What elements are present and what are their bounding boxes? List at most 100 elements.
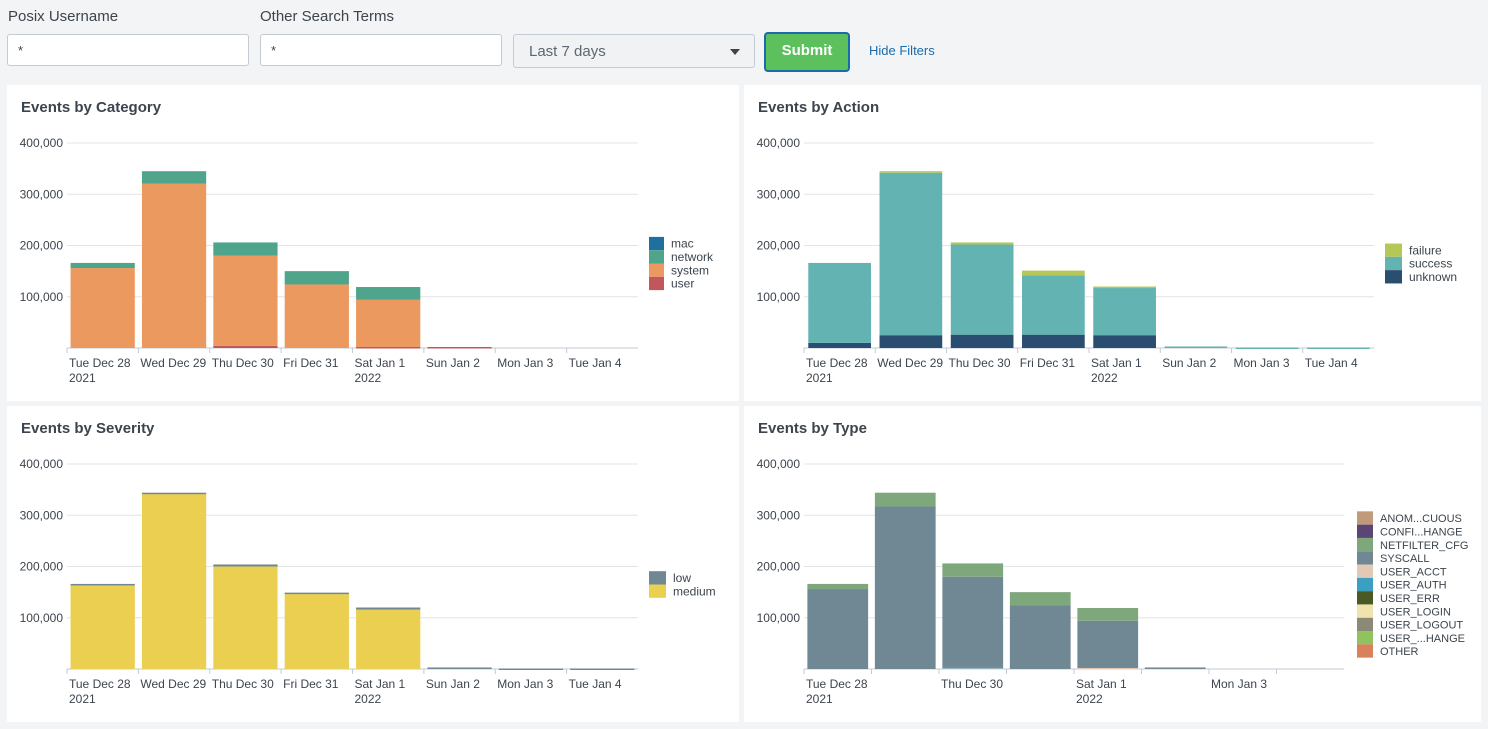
bar-segment-system[interactable] bbox=[141, 183, 207, 348]
bar-segment-failure[interactable] bbox=[1093, 286, 1156, 289]
bar-segment-medium[interactable] bbox=[356, 609, 421, 669]
bar-segment-syscall[interactable] bbox=[1077, 620, 1139, 668]
bar-segment-system[interactable] bbox=[356, 299, 421, 347]
bar-segment-syscall[interactable] bbox=[1009, 605, 1071, 669]
legend-label[interactable]: SYSCALL bbox=[1380, 553, 1430, 565]
submit-button[interactable]: Submit bbox=[764, 32, 850, 72]
bar-segment-unknown[interactable] bbox=[1022, 334, 1085, 348]
legend-label[interactable]: low bbox=[673, 571, 691, 585]
legend-swatch[interactable] bbox=[1357, 537, 1373, 552]
bar-segment-failure[interactable] bbox=[1022, 270, 1085, 276]
bar-segment-syscall[interactable] bbox=[1144, 667, 1206, 669]
legend-label[interactable]: USER_...HANGE bbox=[1380, 633, 1465, 645]
bar-segment-network[interactable] bbox=[141, 171, 207, 184]
bar-segment-success[interactable] bbox=[950, 244, 1014, 335]
bar-segment-success[interactable] bbox=[1235, 347, 1299, 349]
bar-segment-success[interactable] bbox=[1307, 347, 1370, 349]
bar-segment-system[interactable] bbox=[213, 255, 278, 346]
hide-filters-link[interactable]: Hide Filters bbox=[869, 43, 935, 58]
bar-segment-user[interactable] bbox=[213, 345, 278, 348]
bar-segment-low[interactable] bbox=[141, 492, 207, 495]
legend-swatch[interactable] bbox=[1357, 524, 1373, 538]
bar-segment-netfilter-cfg[interactable] bbox=[807, 583, 869, 590]
bar-segment-network[interactable] bbox=[356, 287, 421, 300]
bar-segment-system[interactable] bbox=[70, 268, 135, 348]
bar-segment-low[interactable] bbox=[356, 607, 421, 610]
legend-swatch[interactable] bbox=[649, 276, 664, 291]
bar-segment-failure[interactable] bbox=[950, 242, 1014, 245]
legend-label[interactable]: failure bbox=[1409, 243, 1442, 257]
legend-label[interactable]: system bbox=[671, 263, 709, 277]
bar-segment-success[interactable] bbox=[1164, 346, 1228, 348]
bar-segment-low[interactable] bbox=[213, 564, 278, 567]
bar-segment-netfilter-cfg[interactable] bbox=[874, 492, 936, 507]
bar-segment-user-acct[interactable] bbox=[942, 667, 1004, 670]
legend-swatch[interactable] bbox=[1357, 591, 1373, 605]
legend-swatch[interactable] bbox=[1357, 631, 1373, 645]
bar-segment-user[interactable] bbox=[427, 346, 492, 349]
legend-swatch[interactable] bbox=[1357, 604, 1373, 618]
bar-segment-low[interactable] bbox=[284, 592, 349, 595]
legend-label[interactable]: CONFI...HANGE bbox=[1380, 526, 1463, 538]
bar-segment-network[interactable] bbox=[70, 262, 135, 269]
bar-segment-system[interactable] bbox=[284, 284, 349, 348]
bar-segment-success[interactable] bbox=[1022, 275, 1085, 335]
legend-swatch[interactable] bbox=[649, 584, 666, 598]
legend-label[interactable]: medium bbox=[673, 584, 716, 598]
bar-segment-network[interactable] bbox=[213, 242, 278, 256]
bar-segment-syscall[interactable] bbox=[942, 576, 1004, 667]
legend-label[interactable]: ANOM...CUOUS bbox=[1380, 513, 1462, 525]
bar-segment-medium[interactable] bbox=[70, 584, 135, 669]
legend-swatch[interactable] bbox=[1357, 577, 1373, 592]
bar-segment-user-acct[interactable] bbox=[1077, 667, 1139, 670]
bar-segment-low[interactable] bbox=[570, 668, 635, 670]
bar-segment-success[interactable] bbox=[808, 262, 871, 343]
legend-swatch[interactable] bbox=[1385, 270, 1402, 284]
legend-swatch[interactable] bbox=[649, 263, 664, 277]
legend-swatch[interactable] bbox=[1357, 511, 1373, 525]
legend-swatch[interactable] bbox=[649, 250, 664, 264]
bar-segment-unknown[interactable] bbox=[950, 334, 1014, 348]
legend-label[interactable]: success bbox=[1409, 257, 1452, 271]
legend-label[interactable]: USER_LOGOUT bbox=[1380, 620, 1463, 632]
legend-label[interactable]: USER_LOGIN bbox=[1380, 606, 1451, 618]
legend-swatch[interactable] bbox=[1385, 243, 1402, 257]
bar-segment-low[interactable] bbox=[427, 667, 492, 669]
bar-segment-unknown[interactable] bbox=[808, 342, 871, 348]
legend-swatch[interactable] bbox=[649, 236, 664, 251]
bar-segment-medium[interactable] bbox=[141, 493, 207, 669]
time-range-picker[interactable]: Last 7 days bbox=[513, 34, 755, 68]
legend-label[interactable]: mac bbox=[671, 237, 694, 251]
legend-label[interactable]: OTHER bbox=[1380, 646, 1419, 658]
bar-segment-low[interactable] bbox=[70, 583, 135, 586]
bar-segment-netfilter-cfg[interactable] bbox=[942, 563, 1004, 577]
legend-swatch[interactable] bbox=[1357, 644, 1373, 658]
legend-label[interactable]: USER_ERR bbox=[1380, 593, 1440, 605]
bar-segment-network[interactable] bbox=[284, 271, 349, 285]
username-input[interactable] bbox=[7, 34, 249, 66]
bar-segment-netfilter-cfg[interactable] bbox=[1009, 592, 1071, 606]
search-terms-input[interactable] bbox=[260, 34, 502, 66]
bar-segment-syscall[interactable] bbox=[807, 589, 869, 669]
bar-segment-user[interactable] bbox=[356, 346, 421, 349]
bar-segment-medium[interactable] bbox=[284, 593, 349, 669]
legend-swatch[interactable] bbox=[1357, 551, 1373, 565]
bar-segment-user-auth[interactable] bbox=[942, 666, 1004, 669]
legend-label[interactable]: USER_AUTH bbox=[1380, 580, 1447, 592]
bar-segment-medium[interactable] bbox=[213, 566, 278, 670]
bar-segment-success[interactable] bbox=[879, 172, 943, 336]
legend-label[interactable]: unknown bbox=[1409, 270, 1457, 284]
legend-label[interactable]: USER_ACCT bbox=[1380, 566, 1447, 578]
bar-segment-unknown[interactable] bbox=[879, 335, 943, 348]
legend-label[interactable]: network bbox=[671, 250, 714, 264]
legend-swatch[interactable] bbox=[1385, 256, 1402, 271]
legend-swatch[interactable] bbox=[1357, 564, 1373, 578]
bar-segment-failure[interactable] bbox=[879, 171, 943, 173]
legend-label[interactable]: NETFILTER_CFG bbox=[1380, 540, 1468, 552]
bar-segment-syscall[interactable] bbox=[874, 506, 936, 669]
legend-label[interactable]: user bbox=[671, 277, 694, 291]
bar-segment-netfilter-cfg[interactable] bbox=[1077, 608, 1139, 621]
legend-swatch[interactable] bbox=[1357, 617, 1373, 632]
legend-swatch[interactable] bbox=[649, 571, 666, 585]
bar-segment-low[interactable] bbox=[498, 668, 564, 670]
